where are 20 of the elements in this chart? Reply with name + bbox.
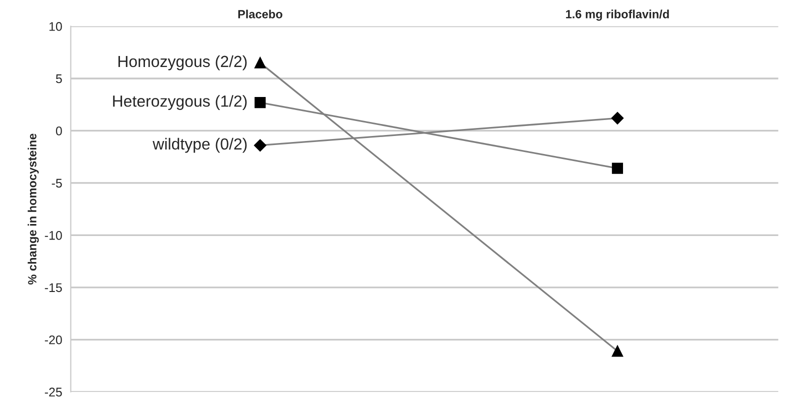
y-tick-label: -5 [52, 178, 62, 188]
series-label: Heterozygous (1/2) [113, 95, 247, 110]
point [254, 96, 266, 108]
x-tick-label: 1.6 mg riboflavin/d [566, 10, 669, 21]
y-tick-label: 10 [49, 22, 62, 31]
y-tick-label: 5 [56, 74, 62, 84]
point [611, 112, 624, 124]
y-tick-label: -15 [44, 283, 62, 292]
y-tick-label: 0 [56, 126, 62, 136]
y-tick-label: -20 [44, 335, 62, 344]
series-label: Homozygous (2/2) [118, 55, 247, 70]
point [612, 346, 624, 357]
y-tick-label: -10 [44, 230, 62, 240]
y-tick-label: -25 [44, 388, 62, 397]
y-axis-title: % change in homocysteine [28, 134, 39, 285]
point [254, 57, 266, 68]
series-label: wildtype (0/2) [152, 138, 247, 153]
x-tick-label: Placebo [238, 10, 282, 18]
point [612, 162, 624, 174]
point [254, 139, 266, 152]
